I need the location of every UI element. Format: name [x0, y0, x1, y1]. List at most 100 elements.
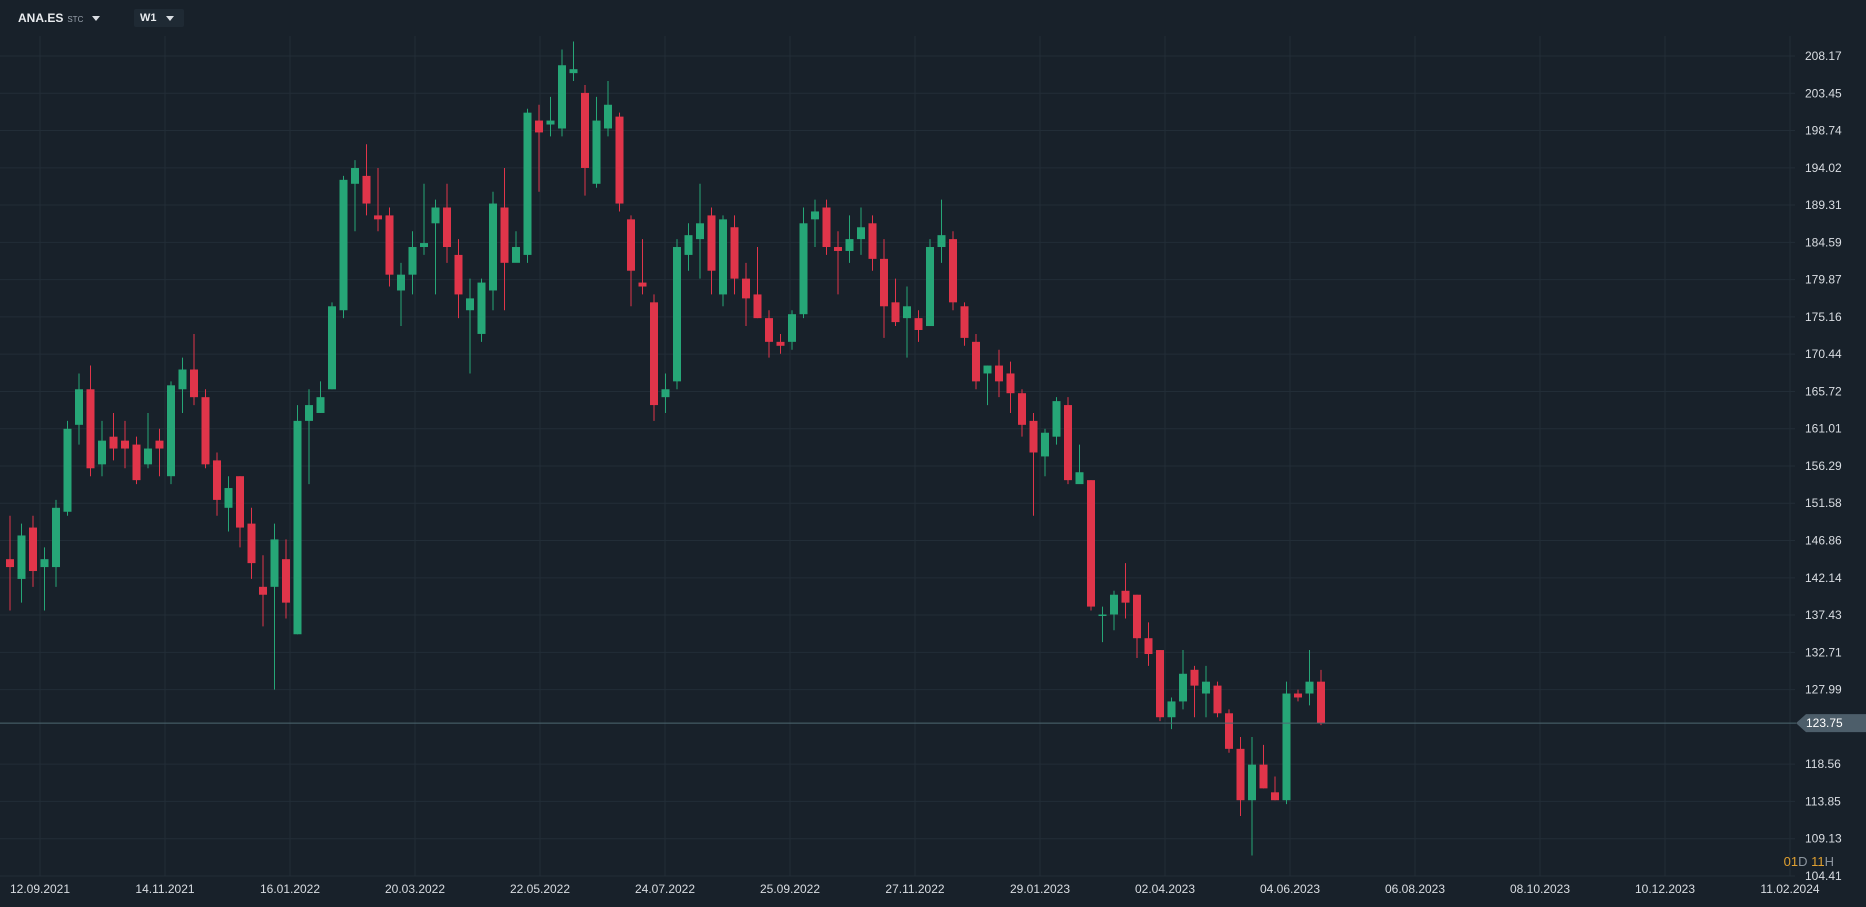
candle	[1029, 412, 1038, 516]
candle	[247, 507, 256, 579]
candle-body	[1156, 650, 1164, 718]
y-tick-label: 194.02	[1805, 161, 1842, 175]
candle-body	[891, 302, 900, 323]
y-tick-label: 146.86	[1805, 534, 1842, 548]
candle	[558, 49, 566, 137]
candle	[811, 199, 819, 248]
candle-body	[546, 120, 555, 125]
candle	[535, 104, 543, 192]
candle-body	[477, 282, 486, 334]
candle-body	[29, 527, 37, 572]
y-axis[interactable]: 208.17 203.45 198.74 194.02 189.31 184.59 179.…	[1805, 49, 1842, 883]
candle-body	[167, 385, 175, 477]
candle-body	[305, 405, 313, 421]
candle-body	[1225, 713, 1233, 749]
candle	[638, 239, 647, 295]
candle-body	[1271, 792, 1279, 801]
candle	[834, 231, 842, 295]
candle-body	[834, 247, 842, 251]
candle-body	[431, 207, 440, 224]
candle	[845, 215, 854, 263]
candle	[431, 199, 440, 295]
candle-body	[270, 539, 279, 587]
candle-body	[1087, 480, 1095, 607]
x-axis[interactable]: 12.09.2021 14.11.2021 16.01.2022 20.03.2022…	[10, 882, 1820, 896]
candle-body	[926, 247, 934, 327]
candle	[305, 389, 313, 485]
candle	[1006, 361, 1015, 413]
timeframe-selector[interactable]: W1	[134, 9, 184, 27]
candle	[972, 333, 980, 390]
candle-body	[811, 211, 819, 220]
candle	[1190, 665, 1199, 718]
current-price-label: 123.75	[1806, 716, 1843, 730]
candle-body	[500, 207, 509, 263]
candle	[1202, 665, 1210, 718]
candle-body	[983, 365, 992, 374]
candle-body	[293, 420, 302, 635]
candle-body	[247, 523, 256, 564]
candle-body	[1041, 432, 1049, 457]
y-tick-label: 156.29	[1805, 459, 1842, 473]
candle-body	[822, 207, 831, 248]
candle-body	[776, 341, 785, 346]
y-tick-label: 189.31	[1805, 198, 1842, 212]
candle-body	[604, 104, 612, 129]
candle-body	[673, 247, 681, 382]
countdown-days: 01	[1783, 854, 1799, 869]
candle-body	[661, 389, 670, 398]
candle	[1156, 650, 1164, 722]
candle-body	[627, 219, 635, 271]
candle-body	[730, 227, 739, 279]
candle-body	[1190, 669, 1199, 686]
candle	[466, 278, 474, 374]
candle-body	[1259, 764, 1268, 789]
y-tick-label: 198.74	[1805, 124, 1842, 138]
candle	[684, 223, 693, 271]
y-tick-label: 118.56	[1805, 757, 1841, 771]
x-tick-label: 10.12.2023	[1635, 882, 1695, 896]
candle	[454, 239, 463, 319]
candle	[52, 499, 60, 587]
candle	[512, 231, 520, 263]
candle-body	[1121, 590, 1130, 603]
candle	[477, 278, 486, 342]
candle	[293, 405, 302, 635]
candle	[1110, 590, 1118, 631]
candle	[1259, 744, 1268, 789]
candle-body	[1029, 420, 1038, 453]
candle-body	[52, 507, 60, 568]
candle	[627, 215, 635, 307]
candle-body	[408, 247, 417, 275]
candle	[29, 515, 37, 587]
timeframe-label: W1	[140, 12, 157, 24]
chevron-down-icon	[92, 15, 101, 21]
symbol-selector[interactable]: ANA.ES STC	[18, 9, 101, 27]
x-tick-label: 04.06.2023	[1260, 882, 1320, 896]
candle-body	[420, 243, 428, 248]
candle	[351, 160, 359, 232]
candle	[880, 239, 888, 338]
candle-body	[121, 440, 129, 449]
candle	[1087, 480, 1095, 611]
candle	[696, 183, 704, 279]
candle	[385, 207, 394, 287]
x-tick-label: 25.09.2022	[760, 882, 820, 896]
y-tick-label: 127.99	[1805, 683, 1842, 697]
candle	[190, 333, 198, 406]
candle	[765, 310, 773, 358]
x-tick-label: 08.10.2023	[1510, 882, 1570, 896]
candle	[949, 231, 957, 311]
x-tick-label: 02.04.2023	[1135, 882, 1195, 896]
countdown-hours-unit: H	[1824, 854, 1834, 869]
candle	[236, 476, 244, 548]
candle-body	[1052, 401, 1061, 437]
candle	[316, 381, 325, 413]
candle-body	[753, 294, 762, 319]
x-tick-label: 24.07.2022	[635, 882, 695, 896]
candle	[1052, 397, 1061, 445]
countdown-days-unit: D	[1798, 854, 1808, 869]
candle	[903, 286, 911, 358]
candle	[1133, 594, 1141, 658]
